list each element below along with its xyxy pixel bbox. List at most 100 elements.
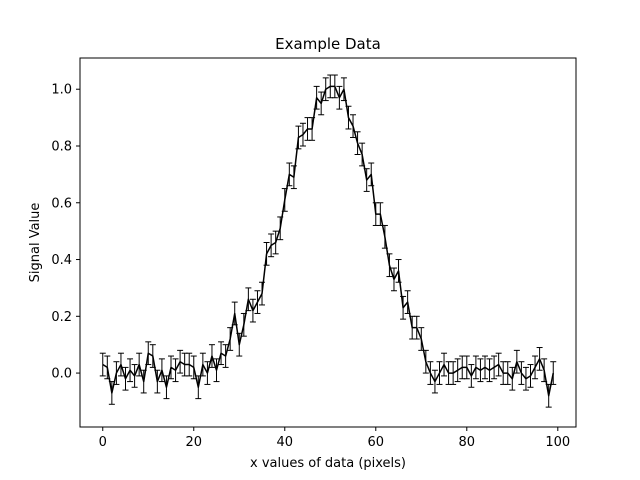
error-bar <box>204 361 211 385</box>
error-bar <box>272 230 279 255</box>
y-tick-label: 1.0 <box>51 83 72 98</box>
error-bar <box>468 364 475 388</box>
error-bar <box>309 117 316 141</box>
error-bar <box>199 352 206 377</box>
x-tick-label: 0 <box>99 435 107 450</box>
error-bar <box>122 366 129 391</box>
x-axis-label: x values of data (pixels) <box>250 456 406 471</box>
x-tick-label: 100 <box>545 435 570 450</box>
error-bar <box>522 366 529 391</box>
x-axis: 0 20 40 60 80 100 <box>99 427 570 450</box>
error-bar <box>381 224 388 249</box>
error-bar <box>331 74 338 99</box>
x-tick-label: 20 <box>185 435 202 450</box>
y-tick-label: 0.4 <box>51 253 72 268</box>
error-bar <box>113 361 120 385</box>
error-bar <box>536 347 543 371</box>
error-bar <box>240 312 247 337</box>
error-bar <box>136 352 143 377</box>
error-bar <box>518 361 525 385</box>
error-bar <box>172 358 179 383</box>
error-bar <box>117 352 124 377</box>
series-line <box>102 85 554 397</box>
error-bar <box>550 361 557 385</box>
error-bar <box>108 381 115 405</box>
error-bar <box>268 233 275 258</box>
error-bar <box>454 358 461 383</box>
error-bar <box>127 358 134 383</box>
plot-frame <box>79 57 577 428</box>
error-bar <box>259 281 266 306</box>
error-bar <box>218 341 225 366</box>
error-bar <box>400 295 407 320</box>
error-bar <box>213 358 220 383</box>
error-bar <box>431 369 438 394</box>
chart-title: Example Data <box>275 35 381 53</box>
error-bar <box>208 344 215 368</box>
error-bar <box>281 188 288 212</box>
error-bar <box>186 352 193 377</box>
error-bar <box>427 361 434 385</box>
x-tick-label: 40 <box>276 435 293 450</box>
y-tick-label: 0.8 <box>51 139 72 154</box>
error-bar <box>140 369 147 394</box>
error-bar <box>340 77 347 102</box>
y-tick-label: 0.6 <box>51 196 72 211</box>
error-bar <box>441 352 448 377</box>
error-bar <box>541 358 548 383</box>
error-bar <box>236 332 243 357</box>
y-tick-label: 0.2 <box>51 310 72 325</box>
y-axis-label: Signal Value <box>28 203 43 283</box>
x-tick-label: 60 <box>368 435 385 450</box>
error-bar <box>227 327 234 351</box>
error-bar <box>386 253 393 278</box>
error-bar <box>527 364 534 388</box>
error-bar <box>463 355 470 380</box>
y-axis: 0.0 0.2 0.4 0.6 0.8 1.0 <box>51 83 80 382</box>
error-bar <box>413 315 420 340</box>
error-bar <box>149 344 156 368</box>
error-bar <box>295 125 302 150</box>
error-bar <box>290 165 297 190</box>
error-bar <box>254 290 261 314</box>
error-bar <box>222 344 229 368</box>
error-bar <box>513 349 520 374</box>
error-bar <box>395 259 402 283</box>
error-bar <box>145 341 152 366</box>
error-bar <box>472 355 479 380</box>
error-bar <box>481 355 488 380</box>
error-bar <box>450 361 457 385</box>
error-bar <box>363 168 370 192</box>
error-bar <box>168 355 175 380</box>
error-bar <box>368 162 375 187</box>
error-bar <box>99 352 106 377</box>
error-bar <box>154 369 161 394</box>
error-bar <box>231 301 238 326</box>
x-tick-label: 80 <box>459 435 476 450</box>
error-bar <box>104 355 111 380</box>
error-bar <box>163 375 170 400</box>
error-bar <box>345 105 352 130</box>
error-bar <box>350 114 357 138</box>
error-bar <box>318 91 325 116</box>
error-bar <box>286 162 293 187</box>
error-bar <box>390 267 397 292</box>
error-bar <box>336 85 343 110</box>
error-bar <box>491 355 498 380</box>
plot-area <box>99 74 557 408</box>
error-bar <box>504 361 511 385</box>
error-bar <box>249 298 256 323</box>
error-bar <box>359 142 366 167</box>
error-bar <box>509 366 516 391</box>
error-bar <box>313 85 320 110</box>
error-bar <box>190 355 197 380</box>
error-bar <box>495 352 502 377</box>
error-bar <box>131 364 138 388</box>
error-bar <box>277 216 284 241</box>
error-bar <box>436 361 443 385</box>
error-bar <box>177 349 184 374</box>
error-bar <box>404 290 411 314</box>
error-bar <box>263 242 270 266</box>
y-tick-label: 0.0 <box>51 367 72 382</box>
